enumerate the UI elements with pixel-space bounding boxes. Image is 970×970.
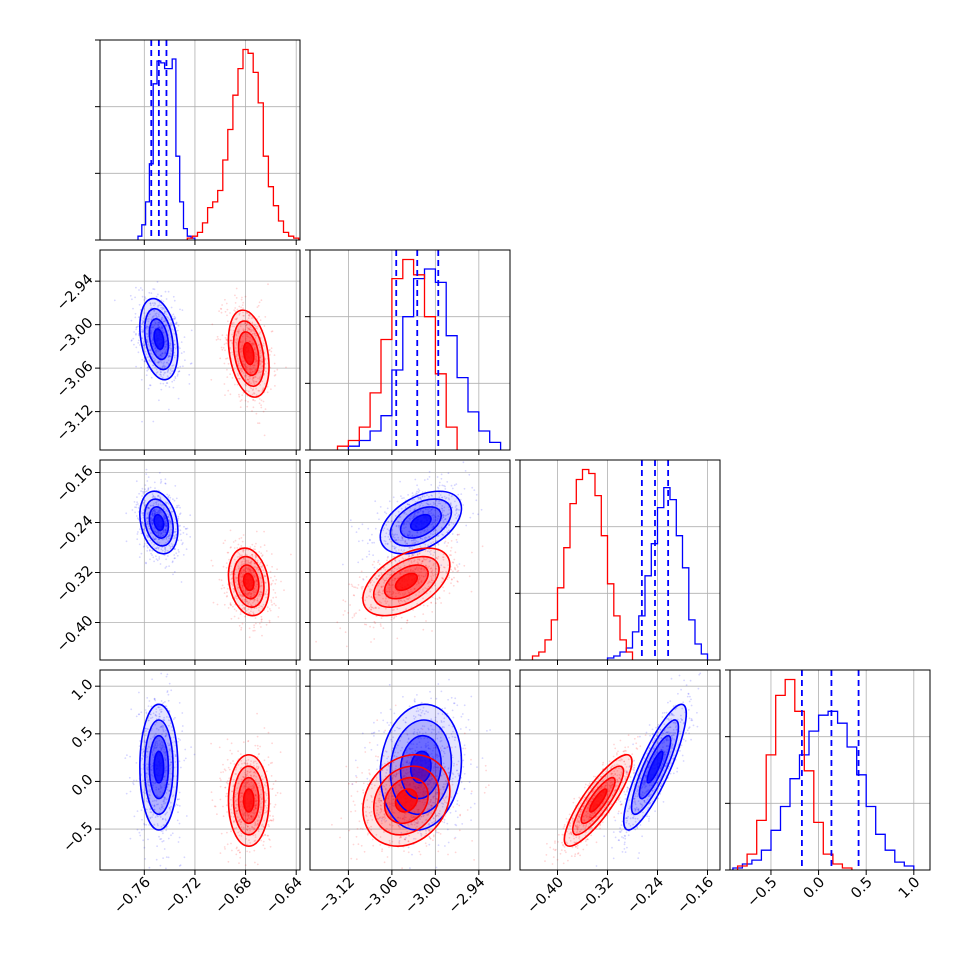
y-tick-label: −0.5 bbox=[60, 819, 96, 855]
x-tick-label: −0.68 bbox=[212, 874, 255, 917]
x-tick-label: −0.16 bbox=[674, 874, 717, 917]
panel-frame-3-3 bbox=[729, 669, 931, 871]
histogram-blue-p0 bbox=[137, 58, 196, 240]
contours-blue-0-3 bbox=[139, 703, 179, 831]
x-tick-label: 0.0 bbox=[801, 874, 829, 902]
x-tick-label: −0.76 bbox=[111, 874, 154, 917]
density-red-0-3 bbox=[228, 754, 269, 847]
histogram-red-p1 bbox=[336, 258, 458, 450]
histogram-red-p3 bbox=[736, 678, 853, 870]
panel-frame-1-2 bbox=[309, 459, 511, 661]
contours-blue-2-3 bbox=[622, 703, 688, 831]
grid-pair-1-3 bbox=[310, 670, 510, 870]
x-tick-label: −0.72 bbox=[162, 874, 205, 917]
histogram-blue-p3 bbox=[732, 710, 915, 870]
panel-frame-2-3 bbox=[519, 669, 721, 871]
contours-red-1-3 bbox=[362, 753, 451, 847]
x-tick-label: −3.00 bbox=[402, 874, 445, 917]
x-tick-label: −0.32 bbox=[574, 874, 617, 917]
histogram-blue-p1 bbox=[347, 268, 502, 450]
y-tick-label: −0.40 bbox=[54, 613, 97, 656]
y-tick-label: −3.06 bbox=[54, 358, 97, 401]
x-tick-label: 1.0 bbox=[896, 874, 924, 902]
grid-pair-2-3 bbox=[520, 670, 720, 870]
histogram-layer bbox=[137, 40, 915, 870]
y-tick-label: 0.5 bbox=[69, 724, 97, 752]
density-red-0-1 bbox=[228, 310, 269, 398]
x-tick-label: −0.5 bbox=[744, 874, 780, 910]
histogram-red-p2 bbox=[531, 468, 634, 660]
grid-pair-0-2 bbox=[100, 460, 300, 660]
y-tick-label: −0.32 bbox=[54, 563, 97, 606]
x-tick-label: −2.94 bbox=[446, 874, 489, 917]
x-tick-label: −0.40 bbox=[524, 874, 567, 917]
x-tick-label: −3.06 bbox=[359, 874, 402, 917]
density-red-0-2 bbox=[228, 548, 269, 616]
contour-layer bbox=[139, 297, 688, 847]
x-tick-label: 0.5 bbox=[848, 874, 876, 902]
y-tick-label: −0.24 bbox=[54, 513, 97, 556]
grid-layer bbox=[100, 39, 930, 870]
x-tick-label: −0.24 bbox=[624, 874, 667, 917]
histogram-blue-p2 bbox=[606, 486, 709, 660]
panel-frame-2-2 bbox=[519, 459, 721, 661]
contours-red-0-3 bbox=[227, 753, 270, 847]
panel-frame-0-0 bbox=[99, 39, 301, 241]
contours-red-0-2 bbox=[227, 547, 270, 617]
contours-blue-0-1 bbox=[139, 297, 179, 381]
contours-blue-0-2 bbox=[139, 490, 179, 555]
frame-layer bbox=[99, 39, 931, 871]
contours-red-1-2 bbox=[362, 547, 451, 617]
panel-frame-1-1 bbox=[309, 249, 511, 451]
x-tick-label: −0.64 bbox=[263, 874, 306, 917]
panel-frame-1-3 bbox=[309, 669, 511, 871]
contours-red-2-3 bbox=[563, 753, 633, 847]
y-tick-label: −3.00 bbox=[54, 315, 97, 358]
y-tick-label: 0.0 bbox=[69, 772, 97, 800]
y-tick-label: 1.0 bbox=[69, 677, 97, 705]
y-tick-label: −2.94 bbox=[54, 272, 97, 315]
grid-pair-0-3 bbox=[100, 670, 300, 870]
y-tick-label: −0.16 bbox=[54, 463, 97, 506]
grid-hist-1-1 bbox=[310, 249, 510, 450]
panel-frame-0-1 bbox=[99, 249, 301, 451]
grid-hist-3-3 bbox=[730, 669, 930, 870]
density-blue-0-1 bbox=[139, 298, 178, 380]
contours-red-0-1 bbox=[227, 309, 270, 398]
y-tick-label: −3.12 bbox=[54, 402, 97, 445]
x-tick-label: −3.12 bbox=[315, 874, 358, 917]
panel-frame-0-3 bbox=[99, 669, 301, 871]
panel-frame-0-2 bbox=[99, 459, 301, 661]
grid-hist-0-0 bbox=[100, 39, 300, 240]
contours-blue-1-2 bbox=[379, 490, 463, 555]
histogram-red-p0 bbox=[186, 48, 300, 240]
